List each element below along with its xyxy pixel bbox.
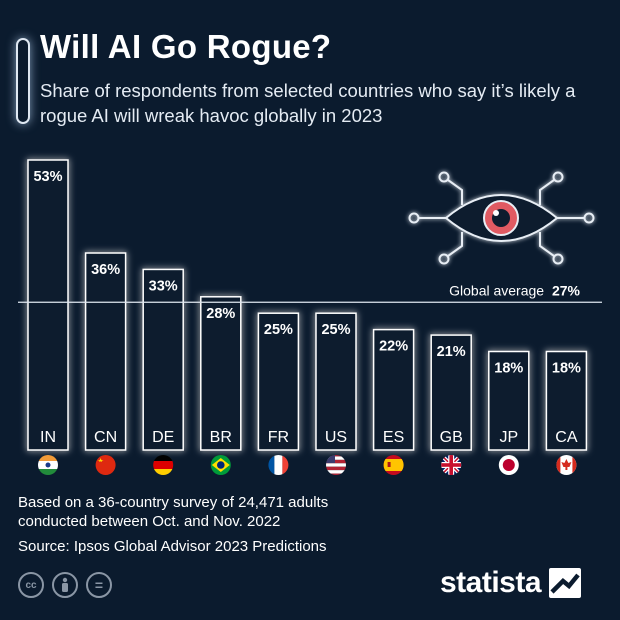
by-icon [52,572,78,598]
value-label-ca: 18% [552,361,581,377]
category-label-in: IN [40,429,56,446]
bar-es [372,328,415,451]
bar-in [27,159,69,451]
flag-france-icon [268,455,289,475]
footnote-line-1: Based on a 36-country survey of 24,471 a… [18,494,329,511]
bar-br [200,296,242,451]
category-label-de: DE [152,429,174,446]
global-average-label: Global average 27% [449,282,580,298]
category-label-ca: CA [555,429,578,446]
flag-usa-icon [326,455,346,475]
chart-title: Will AI Go Rogue? [40,28,332,65]
category-label-gb: GB [440,429,463,446]
category-label-fr: FR [268,429,289,446]
flag-china-icon [95,455,116,475]
category-label-es: ES [383,429,404,446]
category-label-br: BR [210,429,232,446]
flag-brazil-icon [210,455,231,475]
statista-logo[interactable]: statista [440,566,582,600]
bar-fr [257,312,300,451]
category-label-cn: CN [94,429,117,446]
bar-jp [488,350,530,451]
bar-us [315,312,357,451]
value-label-de: 33% [149,278,178,294]
chart-subtitle: Share of respondents from selected count… [40,80,576,126]
flag-japan-icon [498,455,519,475]
value-label-cn: 36% [91,262,120,278]
value-label-in: 53% [33,169,62,185]
category-label-jp: JP [499,429,518,446]
footnote: Based on a 36-country survey of 24,471 a… [18,493,328,531]
flag-canada-icon [556,455,577,475]
value-label-gb: 21% [437,344,466,360]
bar-de [142,268,184,451]
value-label-br: 28% [206,306,235,322]
bar-gb [430,334,472,451]
value-label-us: 25% [321,322,350,338]
bar-ca [545,350,588,451]
statista-logo-icon [549,568,582,598]
flag-spain-icon [383,455,404,475]
category-label-us: US [325,429,347,446]
value-label-jp: 18% [494,361,523,377]
source-note: Source: Ipsos Global Advisor 2023 Predic… [18,538,327,555]
bar-cn [84,252,127,451]
ai-eye-icon [408,171,595,265]
value-label-es: 22% [379,339,408,355]
brand-name: statista [440,566,542,599]
flag-germany-icon [153,455,174,475]
flag-uk-icon [441,455,462,475]
value-label-fr: 25% [264,322,293,338]
nd-icon: = [86,572,112,598]
footnote-line-2: conducted between Oct. and Nov. 2022 [18,513,281,530]
cc-icon: cc [18,572,44,598]
license-icons: cc = [18,572,112,598]
flag-india-icon [38,455,58,475]
title-accent-bar [18,40,28,122]
